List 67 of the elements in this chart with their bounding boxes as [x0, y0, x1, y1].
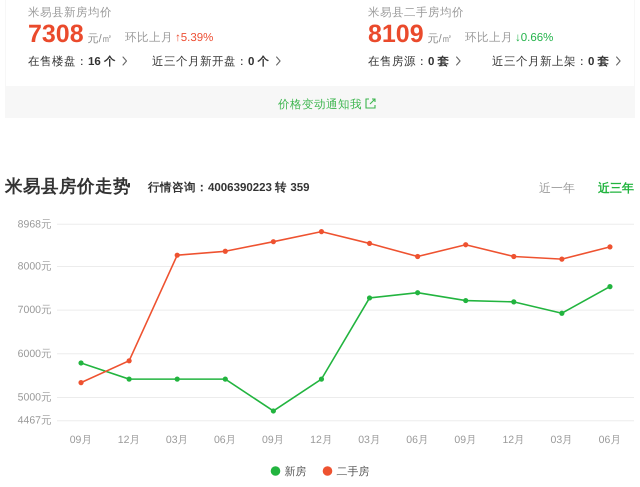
text: 价格变动通知我: [277, 97, 362, 111]
text: 米易县新房均价: [28, 5, 112, 19]
point: [511, 299, 516, 304]
legend-label: 新房: [284, 465, 306, 478]
point: [222, 248, 228, 254]
point: [463, 242, 468, 248]
x-tick-label: 06月: [406, 434, 429, 446]
point: [78, 380, 84, 386]
y-tick-label: 4467元: [18, 414, 52, 427]
text: 近三个月新开盘：: [152, 54, 248, 68]
text: 8109: [368, 20, 424, 48]
point: [318, 229, 324, 234]
text: 0 个: [248, 54, 271, 68]
x-tick-label: 12月: [118, 434, 140, 446]
text: 16 个: [88, 54, 117, 68]
x-tick-label: 09月: [262, 434, 285, 446]
text: ↑5.39%: [175, 32, 214, 44]
y-tick-label: 8000元: [18, 260, 52, 273]
point: [126, 358, 132, 364]
x-tick-label: 09月: [70, 434, 92, 446]
point: [511, 254, 516, 260]
point: [415, 290, 420, 296]
x-tick-label: 12月: [310, 434, 333, 446]
chart-subtitle: 行情咨询：4006390223 转 359: [147, 180, 310, 194]
y-tick-label: 6000元: [18, 348, 52, 360]
point: [415, 254, 420, 260]
y-tick-label: 5000元: [18, 391, 52, 404]
text: 0 套: [428, 54, 450, 68]
x-tick-label: 03月: [166, 434, 189, 446]
chart-title: 米易县房价走势: [4, 176, 131, 196]
text: 近一年: [539, 181, 575, 195]
text: 近三年: [597, 181, 634, 195]
point: [559, 256, 564, 262]
x-tick-label: 03月: [550, 434, 574, 446]
point: [607, 244, 613, 250]
point: [270, 408, 276, 414]
point: [174, 376, 180, 382]
text: 米易县二手房均价: [368, 5, 464, 19]
x-tick-label: 03月: [358, 434, 381, 446]
text: 环比上月: [465, 31, 513, 44]
point: [174, 252, 180, 258]
point: [366, 240, 372, 246]
x-tick-label: 12月: [502, 434, 526, 446]
point: [222, 376, 228, 382]
point: [318, 376, 324, 382]
text: 元/㎡: [428, 33, 453, 45]
x-tick-label: 06月: [598, 434, 622, 446]
x-tick-label: 09月: [454, 434, 478, 446]
y-tick-label: 8968元: [18, 218, 52, 230]
point: [270, 239, 276, 244]
point: [126, 376, 132, 382]
legend-label: 二手房: [336, 465, 370, 478]
text: 在售楼盘：: [28, 55, 88, 68]
point: [559, 310, 564, 316]
point: [366, 295, 372, 301]
point: [607, 284, 613, 290]
text: 近三个月新上架：: [492, 54, 588, 68]
text: 元/㎡: [88, 33, 113, 45]
point: [463, 298, 468, 304]
text: 环比上月: [125, 31, 173, 44]
text: 7308: [28, 20, 84, 48]
y-tick-label: 7000元: [18, 304, 52, 316]
point: [78, 360, 84, 366]
text: ↓0.66%: [515, 32, 554, 44]
text: 0 套: [588, 54, 610, 68]
x-tick-label: 06月: [214, 434, 237, 446]
text: 在售房源：: [368, 54, 428, 68]
